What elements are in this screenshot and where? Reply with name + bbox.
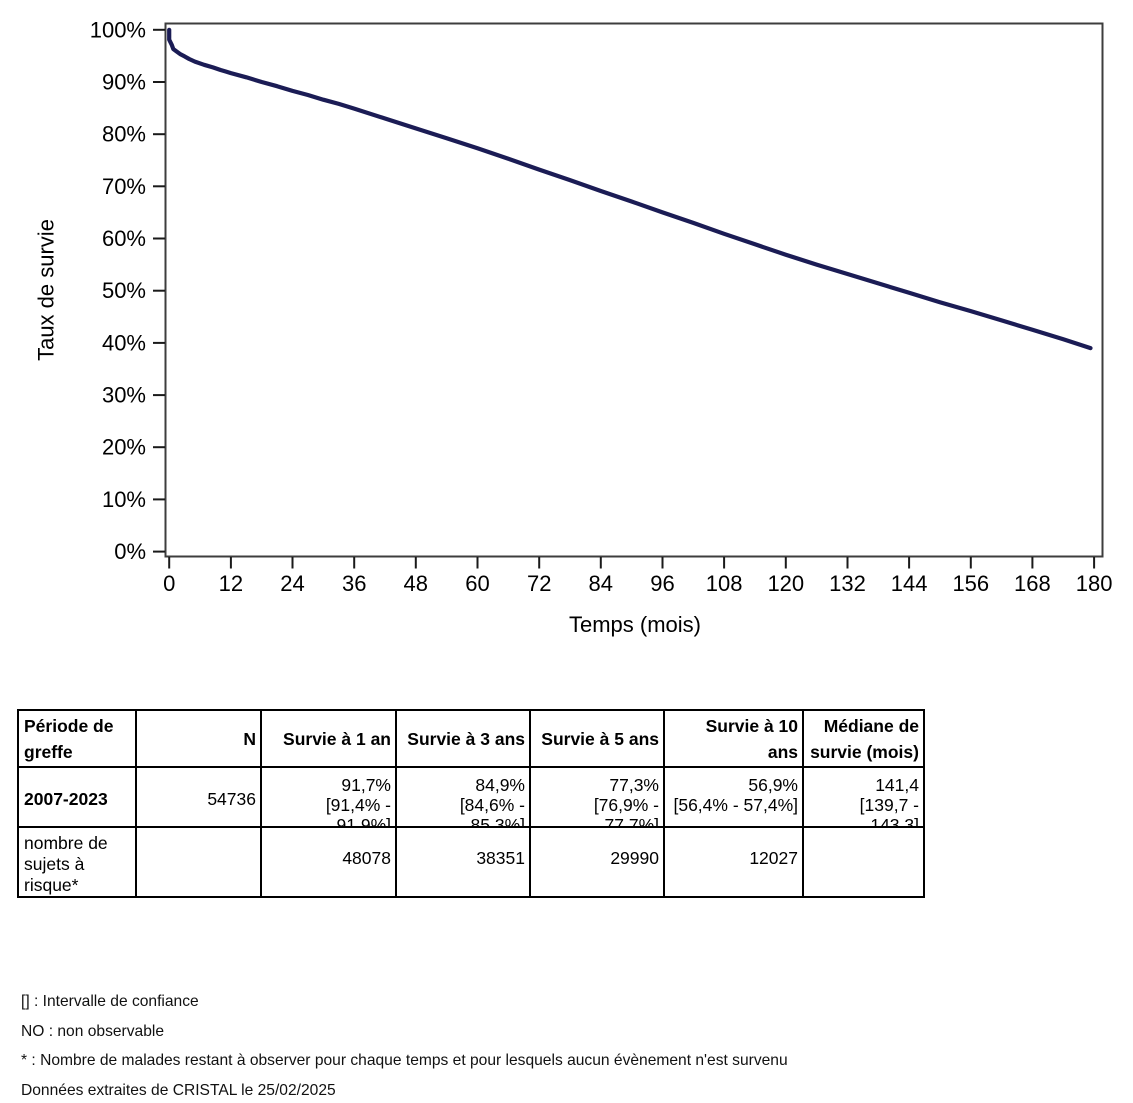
svg-text:180: 180 xyxy=(1076,571,1113,596)
svg-text:0%: 0% xyxy=(114,539,146,564)
svg-text:20%: 20% xyxy=(102,435,146,460)
svg-text:84: 84 xyxy=(589,571,613,596)
svg-text:Temps (mois): Temps (mois) xyxy=(569,612,701,637)
svg-text:80%: 80% xyxy=(102,122,146,147)
svg-text:70%: 70% xyxy=(102,174,146,199)
svg-text:50%: 50% xyxy=(102,278,146,303)
svg-text:10%: 10% xyxy=(102,487,146,512)
svg-text:144: 144 xyxy=(891,571,928,596)
svg-text:60: 60 xyxy=(465,571,489,596)
svg-text:108: 108 xyxy=(706,571,743,596)
svg-text:132: 132 xyxy=(829,571,866,596)
svg-text:30%: 30% xyxy=(102,383,146,408)
svg-text:60%: 60% xyxy=(102,226,146,251)
svg-text:168: 168 xyxy=(1014,571,1051,596)
svg-text:120: 120 xyxy=(767,571,804,596)
svg-text:156: 156 xyxy=(952,571,989,596)
svg-text:36: 36 xyxy=(342,571,366,596)
svg-text:96: 96 xyxy=(650,571,674,596)
svg-text:100%: 100% xyxy=(90,17,146,42)
svg-text:40%: 40% xyxy=(102,330,146,355)
svg-text:72: 72 xyxy=(527,571,551,596)
svg-text:24: 24 xyxy=(280,571,304,596)
svg-text:12: 12 xyxy=(219,571,243,596)
svg-text:Taux de survie: Taux de survie xyxy=(34,219,59,361)
svg-text:90%: 90% xyxy=(102,70,146,95)
svg-text:0: 0 xyxy=(163,571,175,596)
svg-text:48: 48 xyxy=(404,571,428,596)
